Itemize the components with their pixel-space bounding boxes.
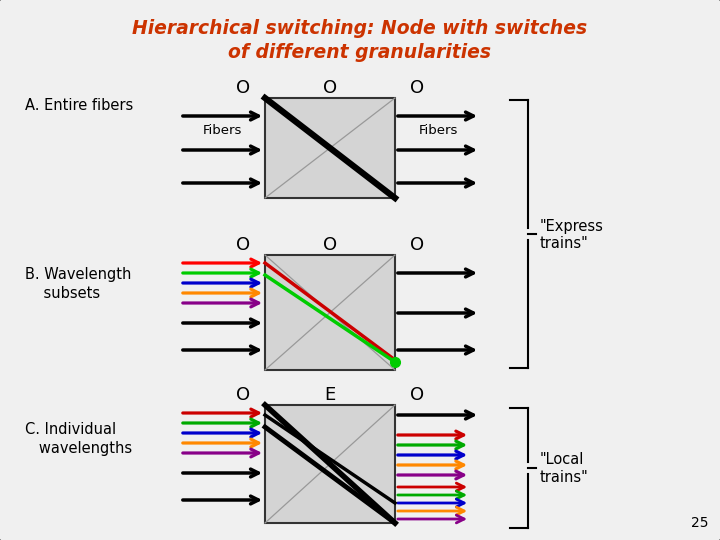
Text: trains": trains" — [540, 237, 589, 252]
Text: A. Entire fibers: A. Entire fibers — [25, 98, 133, 112]
Text: B. Wavelength: B. Wavelength — [25, 267, 131, 282]
Text: O: O — [410, 236, 424, 254]
Text: E: E — [325, 386, 336, 404]
Text: of different granularities: of different granularities — [228, 43, 492, 62]
Text: C. Individual: C. Individual — [25, 422, 116, 437]
Text: O: O — [236, 386, 250, 404]
Text: O: O — [410, 79, 424, 97]
Bar — [265, 98, 395, 198]
Text: O: O — [236, 79, 250, 97]
Text: O: O — [323, 79, 337, 97]
Text: O: O — [323, 236, 337, 254]
Text: subsets: subsets — [25, 286, 100, 300]
Text: wavelengths: wavelengths — [25, 441, 132, 456]
Bar — [265, 405, 395, 523]
Bar — [265, 255, 395, 370]
Text: Fibers: Fibers — [418, 124, 458, 137]
Text: O: O — [236, 236, 250, 254]
Text: "Local: "Local — [540, 453, 585, 468]
Text: Hierarchical switching: Node with switches: Hierarchical switching: Node with switch… — [132, 18, 588, 37]
Text: "Express: "Express — [540, 219, 604, 233]
Text: Fibers: Fibers — [202, 124, 242, 137]
Text: O: O — [410, 386, 424, 404]
Text: trains": trains" — [540, 470, 589, 485]
Text: 25: 25 — [690, 516, 708, 530]
